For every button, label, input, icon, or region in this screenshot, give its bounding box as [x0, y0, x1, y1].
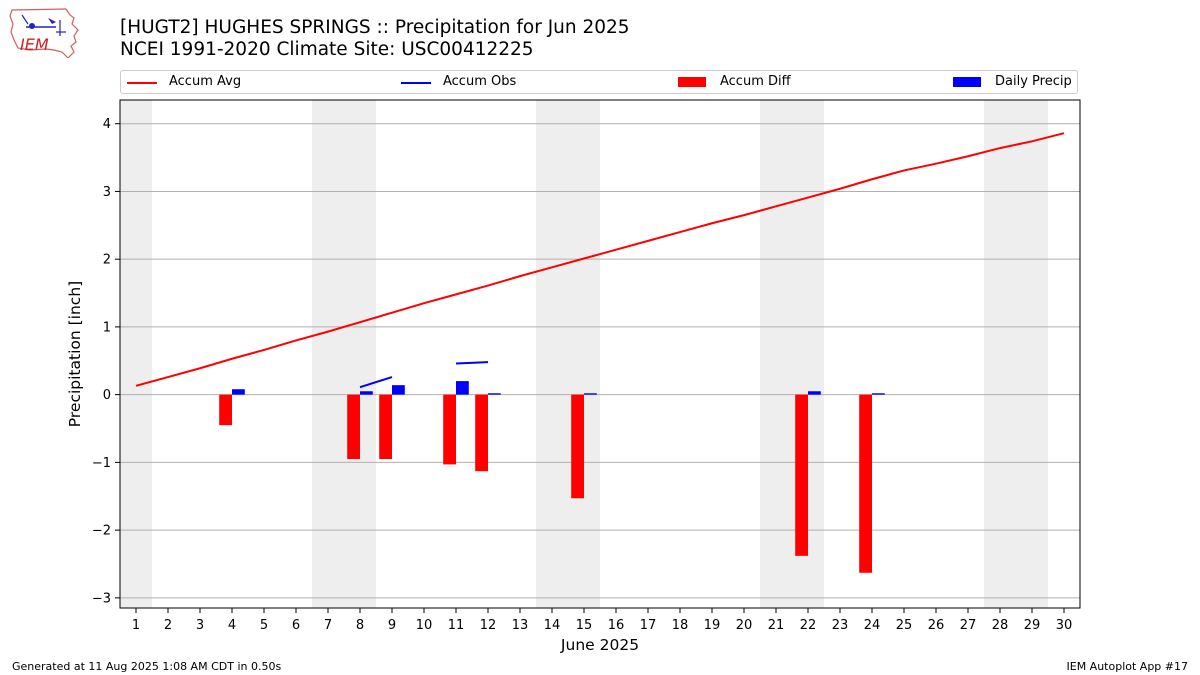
weekend-shade-day-29	[1016, 100, 1048, 608]
x-tick-label: 22	[800, 618, 817, 633]
daily-precip-bar-day-8	[360, 391, 373, 395]
x-tick-label: 1	[132, 618, 140, 633]
legend-swatch-accum-avg	[127, 82, 157, 84]
daily-precip-bar-day-4	[232, 389, 245, 395]
accum-obs-line-segment-2	[455, 361, 489, 365]
generated-timestamp: Generated at 11 Aug 2025 1:08 AM CDT in …	[12, 660, 282, 673]
x-tick-label: 8	[356, 618, 364, 633]
x-tick-label: 12	[480, 618, 497, 633]
x-tick-label: 6	[292, 618, 300, 633]
y-axis-label: Precipitation [inch]	[66, 281, 84, 427]
x-tick-label: 11	[448, 618, 465, 633]
accum-diff-bar-day-11	[443, 394, 456, 465]
x-tick-label: 17	[640, 618, 657, 633]
x-tick-label: 27	[960, 618, 977, 633]
y-tick-label: 1	[103, 320, 111, 335]
y-tick-label: −3	[92, 591, 111, 606]
daily-precip-bar-day-12	[488, 393, 501, 395]
x-tick-label: 5	[260, 618, 268, 633]
x-tick-label: 20	[736, 618, 753, 633]
legend-label-accum-obs: Accum Obs	[443, 74, 517, 89]
accum-diff-bar-day-9	[379, 394, 392, 459]
legend-swatch-accum-obs	[401, 82, 431, 84]
accum-avg-line	[135, 132, 1065, 387]
accum-diff-bar-day-22	[795, 394, 808, 556]
weekend-shade-day-8	[344, 100, 376, 608]
x-tick-label: 4	[228, 618, 236, 633]
legend-swatch-accum-diff	[678, 77, 706, 87]
daily-precip-bar-day-11	[456, 381, 469, 395]
weekend-shade-day-15	[568, 100, 600, 608]
weekend-shade-day-21	[760, 100, 792, 608]
chart-title: [HUGT2] HUGHES SPRINGS :: Precipitation …	[120, 17, 630, 38]
legend-swatch-daily-precip	[953, 77, 981, 87]
chart-legend: Accum Avg Accum Obs Accum Diff Daily Pre…	[120, 70, 1078, 94]
legend-label-accum-diff: Accum Diff	[720, 74, 791, 89]
x-tick-label: 10	[416, 618, 433, 633]
x-tick-label: 30	[1056, 618, 1073, 633]
weekend-shade-day-1	[120, 100, 152, 608]
accum-diff-bar-day-12	[475, 394, 488, 472]
accum-diff-bar-day-15	[571, 394, 584, 499]
x-tick-label: 13	[512, 618, 529, 633]
weekend-shade-day-7	[312, 100, 344, 608]
x-tick-label: 28	[992, 618, 1009, 633]
daily-precip-bar-day-24	[872, 393, 885, 395]
x-tick-label: 9	[388, 618, 396, 633]
x-tick-label: 15	[576, 618, 593, 633]
daily-precip-bar-day-9	[392, 385, 405, 395]
chart-subtitle: NCEI 1991-2020 Climate Site: USC00412225	[120, 39, 534, 60]
x-tick-label: 26	[928, 618, 945, 633]
x-tick-label: 3	[196, 618, 204, 633]
x-tick-label: 21	[768, 618, 785, 633]
iem-logo: IEM	[8, 6, 80, 59]
logo-text: IEM	[20, 35, 49, 54]
plot-frame	[119, 99, 1081, 609]
y-tick-label: −1	[92, 456, 111, 471]
daily-precip-bar-day-22	[808, 391, 821, 395]
y-tick-label: −2	[92, 524, 111, 539]
accum-diff-bar-day-24	[859, 394, 872, 573]
x-tick-label: 16	[608, 618, 625, 633]
x-axis-label: June 2025	[560, 636, 639, 654]
daily-precip-bar-day-15	[584, 393, 597, 395]
x-tick-label: 23	[832, 618, 849, 633]
x-tick-label: 14	[544, 618, 561, 633]
legend-label-accum-avg: Accum Avg	[169, 74, 242, 89]
y-tick-label: 4	[103, 117, 111, 132]
y-tick-label: 0	[103, 388, 111, 403]
x-tick-label: 7	[324, 618, 332, 633]
y-tick-label: 2	[103, 253, 111, 268]
accum-diff-bar-day-8	[347, 394, 360, 459]
accum-diff-bar-day-4	[219, 394, 232, 426]
x-tick-label: 2	[164, 618, 172, 633]
x-tick-label: 29	[1024, 618, 1041, 633]
weekend-shade-day-28	[984, 100, 1016, 608]
x-tick-label: 25	[896, 618, 913, 633]
x-tick-label: 18	[672, 618, 689, 633]
accum-obs-line-segment-1	[359, 376, 393, 389]
y-tick-label: 3	[103, 185, 111, 200]
weekend-shade-day-14	[536, 100, 568, 608]
legend-label-daily-precip: Daily Precip	[995, 74, 1072, 89]
x-tick-label: 24	[864, 618, 881, 633]
app-credit: IEM Autoplot App #17	[1066, 660, 1189, 673]
x-tick-label: 19	[704, 618, 721, 633]
